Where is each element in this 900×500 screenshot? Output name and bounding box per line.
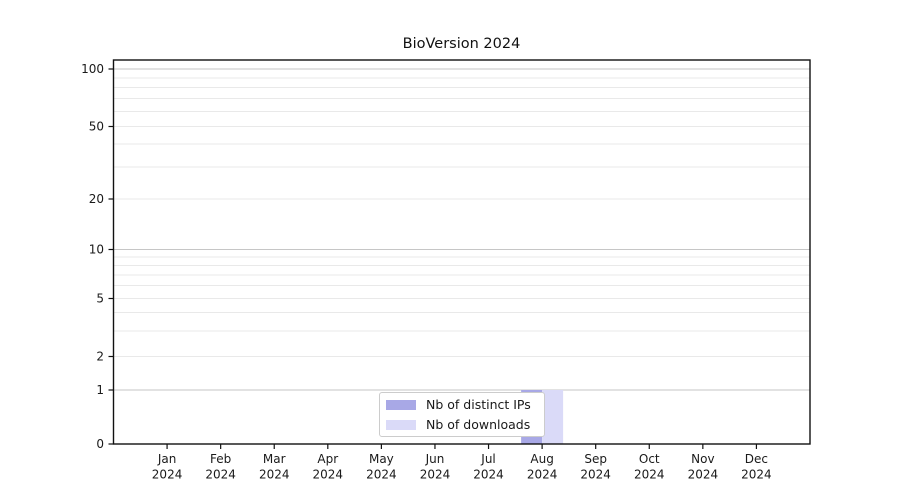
legend-row-distinct-ips: Nb of distinct IPs <box>386 397 538 412</box>
y-tick-label: 2 <box>96 350 104 364</box>
legend-label-downloads: Nb of downloads <box>426 417 531 432</box>
y-tick-label: 5 <box>96 292 104 306</box>
x-tick-label-month: Oct <box>639 452 660 466</box>
y-tick-label: 0 <box>96 437 104 451</box>
x-tick-label-month: May <box>369 452 394 466</box>
chart-title: BioVersion 2024 <box>402 36 521 52</box>
y-tick-label: 50 <box>89 120 104 134</box>
legend-label-distinct-ips: Nb of distinct IPs <box>426 397 531 412</box>
x-tick-label-month: Aug <box>530 452 553 466</box>
x-tick-label-year: 2024 <box>420 468 451 482</box>
downloads-swatch <box>386 419 416 430</box>
legend: Nb of distinct IPs Nb of downloads <box>379 392 545 437</box>
x-tick-label-year: 2024 <box>313 468 344 482</box>
legend-row-downloads: Nb of downloads <box>386 417 538 432</box>
y-tick-label: 100 <box>81 62 104 76</box>
x-tick-label-month: Mar <box>263 452 286 466</box>
y-tick-label: 20 <box>89 192 104 206</box>
x-tick-label-year: 2024 <box>634 468 665 482</box>
bar-Nb of downloads <box>542 390 564 444</box>
x-tick-label-year: 2024 <box>473 468 504 482</box>
x-tick-label-month: Jan <box>157 452 177 466</box>
x-tick-label-year: 2024 <box>205 468 236 482</box>
x-tick-label-month: Dec <box>745 452 768 466</box>
y-tick-label: 1 <box>96 383 104 397</box>
x-tick-label-year: 2024 <box>741 468 772 482</box>
y-tick-label: 10 <box>89 243 104 257</box>
x-tick-label-year: 2024 <box>580 468 611 482</box>
x-tick-label-month: Jul <box>480 452 495 466</box>
x-tick-label-year: 2024 <box>152 468 183 482</box>
x-tick-label-year: 2024 <box>366 468 397 482</box>
distinct-ips-swatch <box>386 399 416 410</box>
x-tick-label-month: Feb <box>210 452 231 466</box>
x-tick-label-month: Apr <box>317 452 338 466</box>
x-tick-label-month: Nov <box>691 452 714 466</box>
x-tick-label-year: 2024 <box>259 468 290 482</box>
x-tick-label-month: Sep <box>584 452 607 466</box>
x-tick-label-year: 2024 <box>527 468 558 482</box>
x-tick-label-year: 2024 <box>688 468 719 482</box>
x-tick-label-month: Jun <box>425 452 445 466</box>
plot-border <box>112 59 811 445</box>
